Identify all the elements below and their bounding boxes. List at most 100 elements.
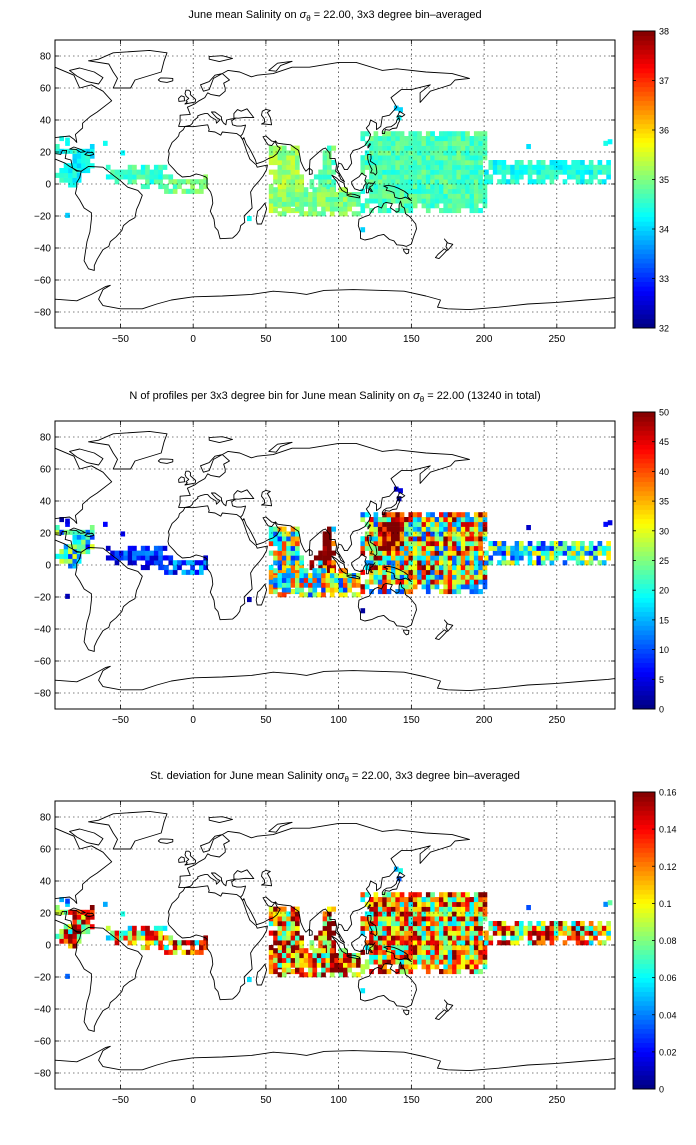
data-bin — [452, 521, 457, 527]
data-bin — [140, 945, 146, 951]
data-bin — [360, 517, 366, 523]
data-bin — [456, 892, 462, 898]
data-bin — [356, 201, 361, 207]
data-bin — [181, 940, 187, 946]
data-bin — [452, 512, 457, 518]
data-bin — [72, 914, 78, 920]
data-bin — [89, 534, 95, 540]
data-bin — [369, 198, 374, 204]
data-bin — [412, 911, 418, 917]
data-bin — [439, 521, 444, 527]
data-bin — [114, 550, 120, 556]
data-bin — [295, 953, 300, 959]
data-bin — [421, 140, 427, 146]
data-bin — [575, 541, 581, 547]
data-bin — [81, 914, 86, 920]
data-bin — [473, 574, 479, 580]
data-bin — [277, 555, 283, 561]
data-bin — [417, 184, 422, 190]
data-bin — [601, 545, 607, 551]
data-bin — [373, 512, 379, 518]
data-bin — [408, 208, 414, 214]
data-bin — [425, 916, 431, 922]
data-bin — [185, 949, 191, 955]
data-bin — [158, 945, 163, 951]
data-bin — [386, 521, 392, 527]
data-bin — [439, 949, 444, 955]
data-bin — [412, 901, 418, 907]
data-bin — [439, 574, 444, 580]
coastline-newGuinea — [383, 184, 412, 202]
data-bin — [382, 921, 387, 927]
data-bin — [318, 174, 323, 180]
data-bin — [526, 525, 531, 531]
data-bin — [295, 174, 300, 180]
data-bin — [299, 957, 305, 963]
data-bin — [360, 930, 366, 936]
data-bin — [386, 145, 392, 151]
data-bin — [386, 959, 392, 965]
data-bin — [185, 179, 191, 185]
data-bin — [439, 536, 444, 542]
data-bin — [81, 534, 86, 540]
data-bin — [72, 553, 78, 559]
data-bin — [399, 208, 405, 214]
data-bin — [501, 921, 507, 927]
data-bin — [404, 560, 409, 566]
data-bin — [430, 517, 435, 523]
data-bin — [322, 911, 328, 917]
data-bin — [447, 188, 453, 194]
data-bin — [316, 957, 322, 963]
data-bin — [408, 925, 414, 931]
data-bin — [425, 945, 431, 951]
data-bin — [505, 930, 511, 936]
data-bin — [443, 969, 449, 975]
data-bin — [482, 901, 488, 907]
data-bin — [140, 164, 146, 170]
data-bin — [158, 940, 163, 946]
data-bin — [277, 925, 283, 931]
data-bin — [575, 550, 581, 556]
data-bin — [408, 560, 414, 566]
y-tick-label: −60 — [34, 276, 51, 287]
data-bin — [322, 531, 328, 537]
data-bin — [395, 150, 401, 156]
data-bin — [601, 940, 607, 946]
data-bin — [434, 150, 440, 156]
data-bin — [417, 906, 422, 912]
data-bin — [497, 921, 502, 927]
data-bin — [172, 565, 178, 571]
data-bin — [473, 545, 479, 551]
data-bin — [290, 925, 296, 931]
data-bin — [606, 164, 611, 170]
data-bin — [473, 203, 479, 209]
data-bin — [308, 577, 313, 583]
data-bin — [322, 916, 328, 922]
data-bin — [153, 545, 159, 551]
data-bin — [417, 555, 422, 561]
data-bin — [439, 906, 444, 912]
sigma-subscript: θ — [306, 14, 311, 23]
data-bin — [268, 964, 274, 970]
data-bin — [89, 148, 95, 154]
data-bin — [588, 940, 594, 946]
data-bin — [145, 545, 150, 551]
data-bin — [247, 977, 252, 983]
data-bin — [89, 144, 95, 150]
data-bin — [268, 184, 274, 190]
data-bin — [123, 930, 129, 936]
data-bin — [55, 905, 60, 911]
data-bin — [273, 921, 278, 927]
data-bin — [553, 160, 559, 166]
data-bin — [412, 174, 418, 180]
data-bin — [514, 164, 520, 170]
data-bin — [382, 140, 387, 146]
data-bin — [465, 169, 470, 175]
data-bin — [364, 198, 370, 204]
data-bin — [399, 545, 405, 551]
data-bin — [456, 160, 462, 166]
data-bin — [391, 131, 396, 137]
data-bin — [386, 565, 392, 571]
data-bin — [404, 579, 409, 585]
